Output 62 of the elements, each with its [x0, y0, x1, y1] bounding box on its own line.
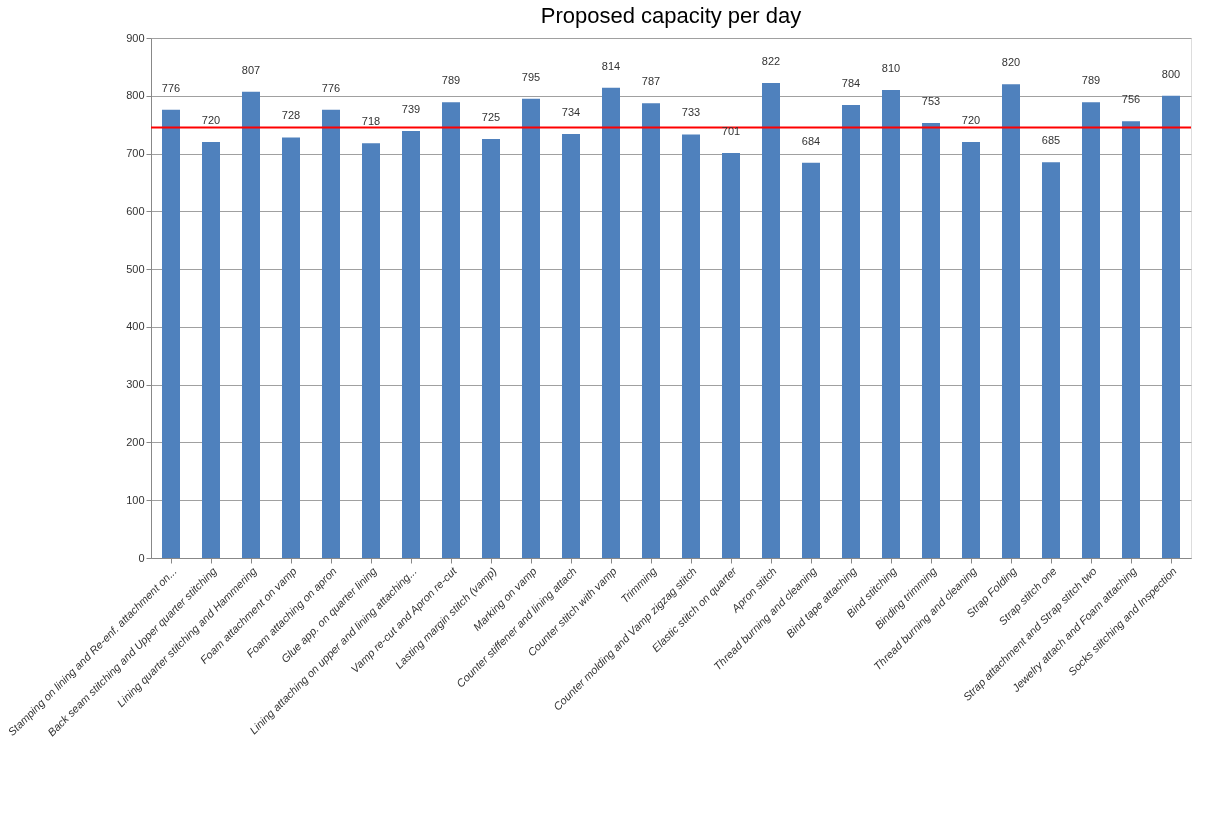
y-tick-label: 500 [126, 262, 145, 275]
data-label: 753 [921, 94, 941, 107]
data-label: 725 [481, 111, 501, 124]
y-tick-label: 400 [126, 320, 145, 333]
y-tick-label: 300 [126, 378, 145, 391]
data-label: 718 [361, 115, 381, 128]
bar [642, 103, 660, 558]
data-label: 756 [1121, 93, 1141, 106]
y-tick-label: 700 [126, 147, 145, 160]
y-tick-label: 0 [138, 551, 145, 564]
bar [1002, 84, 1020, 558]
bar [442, 102, 460, 558]
bar [1042, 162, 1060, 558]
bar [962, 142, 980, 558]
data-label: 807 [241, 63, 261, 76]
data-label: 789 [441, 74, 461, 87]
bar [1082, 102, 1100, 558]
bar [162, 109, 180, 558]
data-label: 784 [841, 77, 861, 90]
y-tick-label: 900 [126, 31, 145, 44]
y-tick-label: 200 [126, 435, 145, 448]
data-label: 684 [801, 134, 821, 147]
bar [802, 162, 820, 558]
data-label: 810 [881, 62, 901, 74]
data-label: 787 [641, 75, 661, 88]
bar [1162, 95, 1180, 558]
data-label: 739 [401, 103, 421, 116]
data-label: 776 [161, 81, 181, 94]
bar [242, 91, 260, 558]
data-label: 789 [1081, 74, 1101, 87]
bar [842, 105, 860, 558]
bar [322, 109, 340, 558]
bar [602, 87, 620, 558]
data-label: 822 [761, 55, 781, 68]
bar [682, 134, 700, 558]
bar [762, 83, 780, 558]
bar [1122, 121, 1140, 558]
data-label: 720 [201, 114, 221, 126]
data-label: 728 [281, 109, 301, 122]
data-label: 795 [521, 70, 541, 83]
data-label: 820 [1001, 56, 1021, 69]
chart-title: Proposed capacity per day [540, 3, 802, 28]
bar [882, 90, 900, 558]
data-label: 800 [1161, 67, 1181, 80]
data-label: 734 [561, 105, 581, 118]
y-tick-label: 600 [126, 204, 145, 217]
bar [522, 98, 540, 558]
y-tick-label: 800 [126, 89, 145, 102]
data-label: 776 [321, 81, 341, 94]
data-label: 733 [681, 106, 701, 119]
bar [282, 137, 300, 558]
bar [562, 133, 580, 558]
bar [402, 131, 420, 558]
data-label: 685 [1041, 134, 1061, 147]
bar [482, 139, 500, 558]
data-label: 720 [961, 114, 981, 126]
bar [722, 152, 740, 558]
data-label: 814 [601, 59, 621, 72]
bar [362, 143, 380, 558]
bar [202, 142, 220, 558]
bar [922, 122, 940, 558]
y-tick-label: 100 [126, 493, 145, 506]
